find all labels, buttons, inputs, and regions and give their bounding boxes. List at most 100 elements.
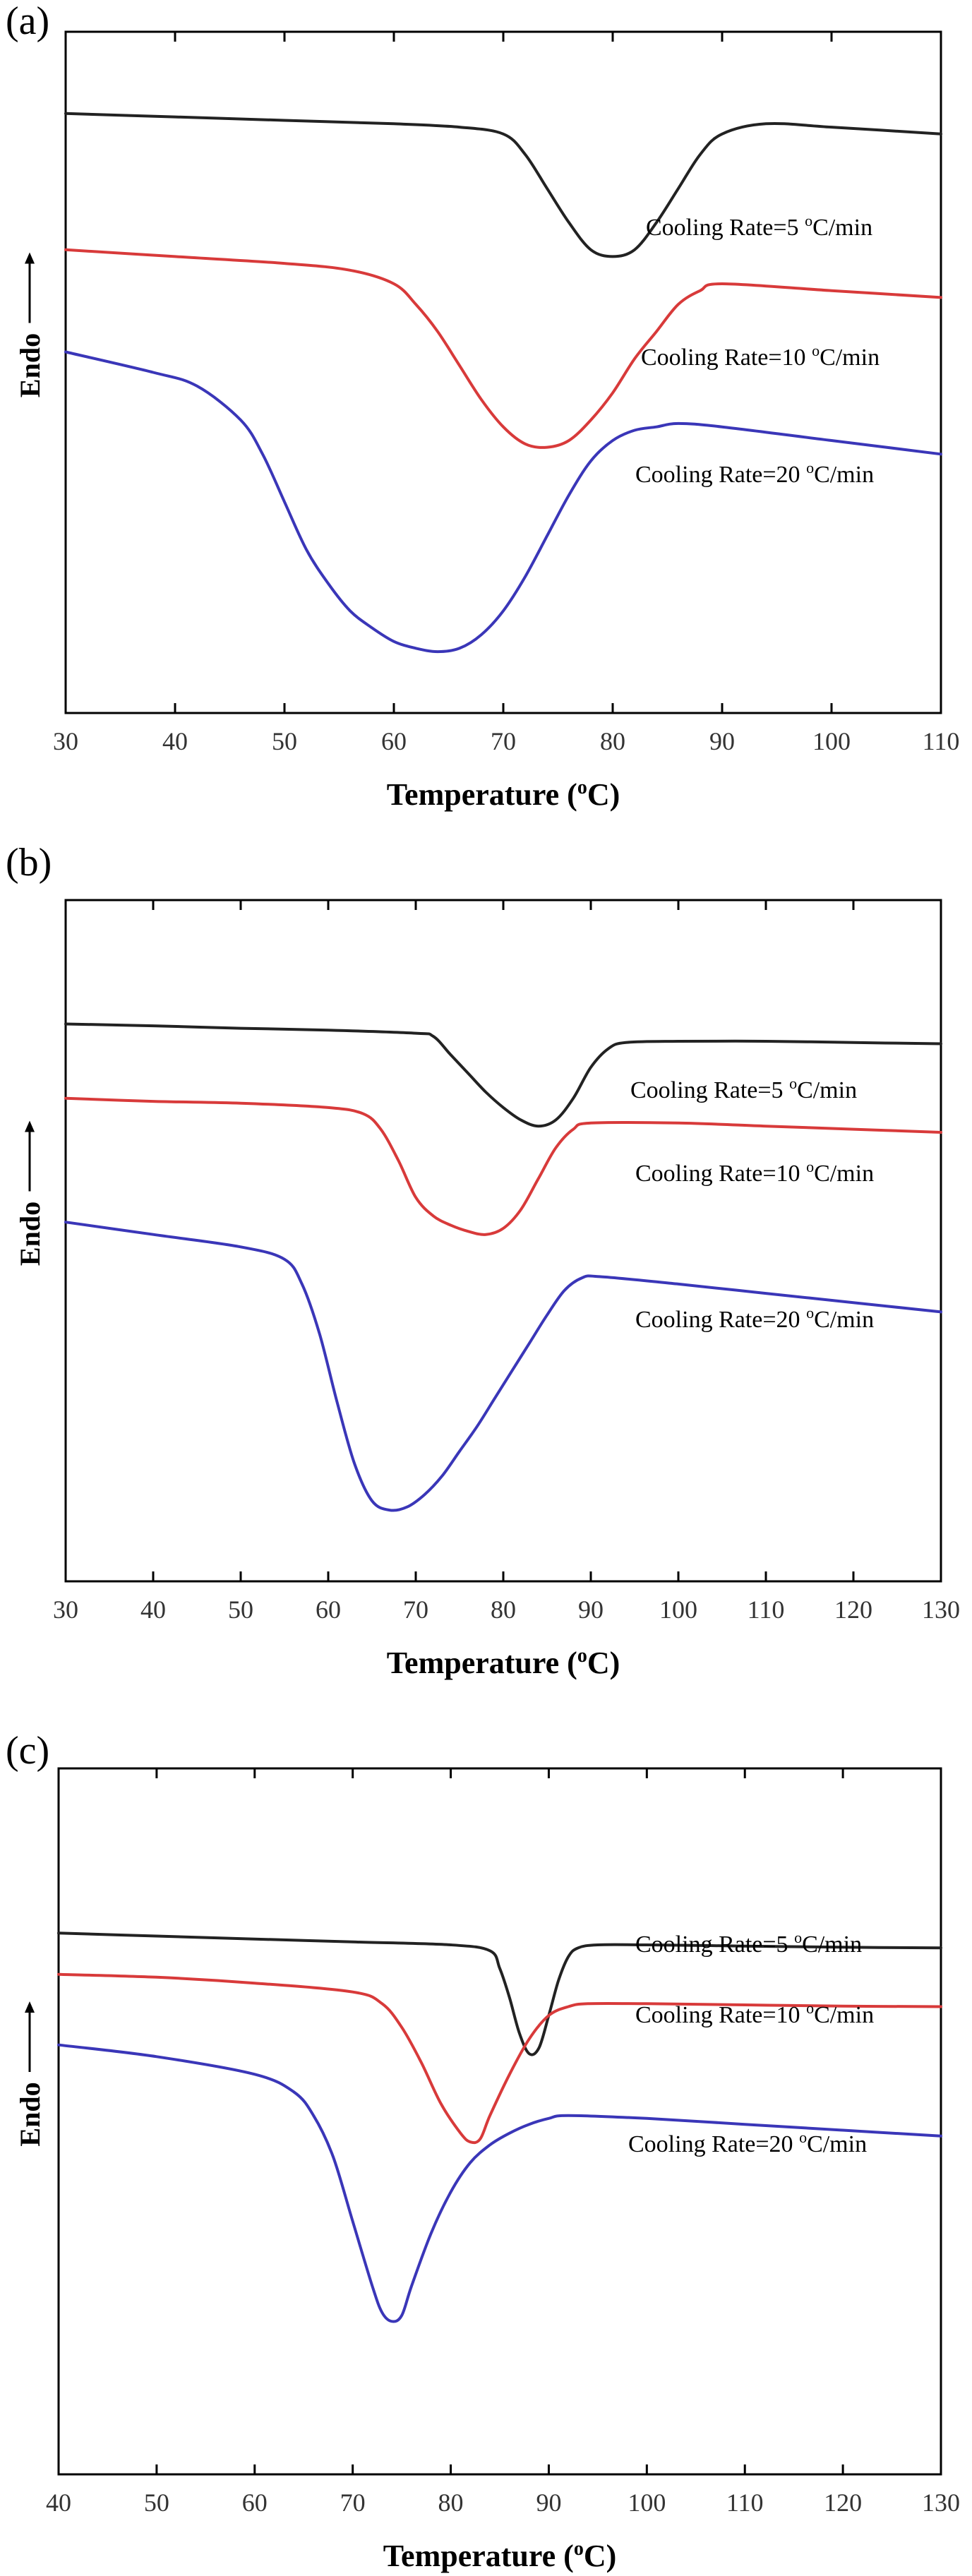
x-tick-label: 90 bbox=[578, 1595, 604, 1624]
x-tick-label: 100 bbox=[628, 2488, 666, 2517]
series-label-unit: C/min bbox=[812, 215, 872, 241]
series-label-text: Cooling Rate=10 bbox=[635, 1161, 806, 1187]
series-label-text: Cooling Rate=20 bbox=[628, 2131, 799, 2157]
x-tick-label: 120 bbox=[834, 1595, 872, 1624]
series-label-degree: o bbox=[805, 212, 812, 229]
series-line-5 bbox=[57, 1931, 942, 2056]
x-axis-title: Temperature (oC) bbox=[387, 1645, 620, 1680]
x-tick-label: 60 bbox=[381, 727, 407, 755]
y-axis-title: Endo bbox=[14, 333, 46, 397]
x-axis-title-degree: o bbox=[577, 1645, 587, 1667]
x-tick-label: 60 bbox=[316, 1595, 341, 1624]
x-tick-label: 30 bbox=[53, 727, 78, 755]
x-tick-label: 40 bbox=[46, 2488, 71, 2517]
x-tick-label: 50 bbox=[228, 1595, 253, 1624]
series-label-degree: o bbox=[806, 1999, 814, 2017]
x-axis-title-main: Temperature ( bbox=[383, 2539, 574, 2573]
series-label-unit: C/min bbox=[820, 345, 880, 371]
series-label: Cooling Rate=5 oC/min bbox=[646, 212, 872, 241]
series-label: Cooling Rate=20 oC/min bbox=[628, 2128, 867, 2157]
panel-label: (a) bbox=[6, 0, 49, 43]
x-tick-label: 130 bbox=[922, 1595, 960, 1624]
series-line-20 bbox=[64, 350, 942, 654]
series-label-degree: o bbox=[806, 1304, 814, 1322]
series-label: Cooling Rate=20 oC/min bbox=[635, 1304, 874, 1333]
series-label: Cooling Rate=10 oC/min bbox=[641, 342, 880, 371]
series-label-unit: C/min bbox=[814, 1307, 874, 1333]
x-axis-title-main: Temperature ( bbox=[387, 777, 577, 812]
x-axis-title: Temperature (oC) bbox=[387, 777, 620, 812]
series-label-unit: C/min bbox=[807, 2131, 867, 2157]
series-label-text: Cooling Rate=10 bbox=[635, 2002, 806, 2028]
x-axis-title-degree: o bbox=[577, 777, 587, 798]
series-label-unit: C/min bbox=[797, 1077, 857, 1103]
x-tick-label: 100 bbox=[659, 1595, 697, 1624]
series-line-10 bbox=[57, 1972, 942, 2145]
x-tick-label: 90 bbox=[709, 727, 735, 755]
series-label: Cooling Rate=5 oC/min bbox=[630, 1074, 857, 1103]
series-label-degree: o bbox=[789, 1074, 797, 1092]
x-tick-label: 80 bbox=[438, 2488, 464, 2517]
x-tick-label: 30 bbox=[53, 1595, 78, 1624]
x-tick-label: 100 bbox=[812, 727, 851, 755]
series-label: Cooling Rate=5 oC/min bbox=[635, 1929, 862, 1958]
x-tick-label: 90 bbox=[536, 2488, 561, 2517]
chart-panel-c: (c) 40 50 60 70 80 90 100 110 120 130 Temperature (… bbox=[6, 1729, 960, 2573]
series-label-degree: o bbox=[799, 2128, 807, 2146]
panel-label: (c) bbox=[6, 1729, 49, 1773]
series-label-unit: C/min bbox=[814, 1161, 874, 1187]
x-tick-label: 50 bbox=[144, 2488, 169, 2517]
chart-panel-b: (b) 30 40 50 60 70 80 90 100 110 120 130 Temperature… bbox=[6, 841, 960, 1680]
series-line-10 bbox=[64, 1096, 942, 1236]
series-label-text: Cooling Rate=10 bbox=[641, 345, 812, 371]
x-tick-label: 50 bbox=[272, 727, 297, 755]
x-tick-label: 130 bbox=[922, 2488, 960, 2517]
series-label-text: Cooling Rate=20 bbox=[635, 462, 806, 488]
x-tick-label: 40 bbox=[140, 1595, 166, 1624]
series-label-degree: o bbox=[806, 459, 814, 477]
up-arrow-icon bbox=[25, 1120, 35, 1132]
series-label-degree: o bbox=[806, 1158, 814, 1175]
series-label: Cooling Rate=10 oC/min bbox=[635, 1999, 874, 2028]
series-label-degree: o bbox=[794, 1929, 802, 1946]
series-line-5 bbox=[64, 1022, 942, 1128]
series-label-text: Cooling Rate=20 bbox=[635, 1307, 806, 1333]
x-tick-label: 120 bbox=[824, 2488, 862, 2517]
series-label-text: Cooling Rate=5 bbox=[635, 1931, 794, 1958]
x-tick-label: 80 bbox=[600, 727, 625, 755]
y-axis-title: Endo bbox=[14, 2082, 46, 2146]
x-axis-title-main: Temperature ( bbox=[387, 1646, 577, 1680]
x-axis-title-unit: C) bbox=[584, 2539, 616, 2573]
x-axis-title-unit: C) bbox=[587, 1646, 620, 1680]
series-label-text: Cooling Rate=5 bbox=[646, 215, 805, 241]
series-label-unit: C/min bbox=[802, 1931, 862, 1958]
y-axis-title: Endo bbox=[14, 1202, 46, 1266]
x-axis-title-unit: C) bbox=[587, 777, 620, 812]
series-label-degree: o bbox=[812, 342, 820, 359]
series-label: Cooling Rate=10 oC/min bbox=[635, 1158, 874, 1187]
x-tick-label: 110 bbox=[923, 727, 960, 755]
panel-label: (b) bbox=[6, 841, 52, 885]
x-axis-title-degree: o bbox=[574, 2538, 584, 2560]
series-line-10 bbox=[64, 248, 942, 449]
x-tick-label: 80 bbox=[491, 1595, 516, 1624]
series-line-5 bbox=[64, 112, 942, 258]
up-arrow-icon bbox=[25, 252, 35, 264]
x-tick-label: 70 bbox=[340, 2488, 366, 2517]
x-tick-label: 70 bbox=[491, 727, 516, 755]
series-label-text: Cooling Rate=5 bbox=[630, 1077, 789, 1103]
x-axis-title: Temperature (oC) bbox=[383, 2538, 617, 2573]
series-label-unit: C/min bbox=[814, 2002, 874, 2028]
plot-frame bbox=[57, 1767, 942, 2476]
x-tick-label: 110 bbox=[748, 1595, 785, 1624]
x-tick-label: 60 bbox=[242, 2488, 268, 2517]
up-arrow-icon bbox=[25, 2001, 35, 2013]
x-tick-label: 70 bbox=[403, 1595, 428, 1624]
series-line-20 bbox=[57, 2043, 942, 2323]
x-tick-label: 40 bbox=[162, 727, 188, 755]
series-label-unit: C/min bbox=[814, 462, 874, 488]
x-tick-label: 110 bbox=[726, 2488, 764, 2517]
series-label: Cooling Rate=20 oC/min bbox=[635, 459, 874, 488]
